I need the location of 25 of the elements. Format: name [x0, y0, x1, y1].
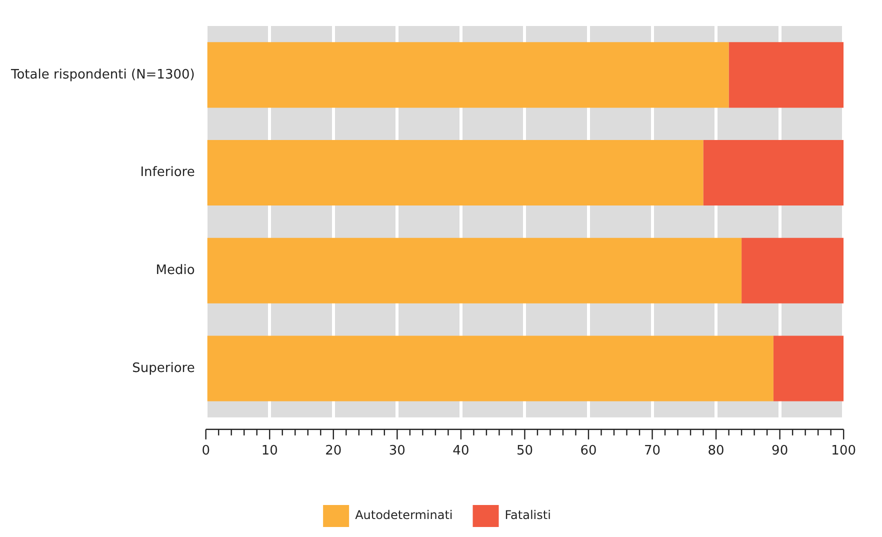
x-tick-label: 30: [388, 444, 406, 459]
x-tick-label: 20: [325, 444, 342, 459]
bar: [703, 140, 844, 206]
x-tick-label: 100: [831, 444, 856, 459]
bar: [742, 238, 844, 304]
bar: [773, 336, 844, 402]
x-tick-label: 70: [644, 444, 661, 459]
bar: [207, 42, 729, 108]
bar: [728, 42, 844, 108]
legend-label: Fatalisti: [504, 508, 551, 522]
x-tick-label: 90: [772, 444, 788, 459]
bar: [207, 238, 742, 304]
x-tick-label: 40: [452, 444, 470, 459]
y-tick-label: Inferiore: [140, 165, 195, 180]
y-tick-label: Totale rispondenti (N=1300): [10, 67, 195, 82]
x-tick-label: 10: [261, 444, 278, 459]
x-tick-label: 60: [580, 444, 597, 459]
x-tick-label: 50: [516, 444, 533, 459]
x-tick-label: 80: [708, 444, 724, 459]
bar: [207, 140, 704, 206]
y-tick-label: Medio: [156, 263, 195, 278]
legend-label: Autodeterminati: [355, 508, 453, 522]
y-tick-label: Superiore: [132, 360, 195, 376]
x-tick-label: 0: [202, 444, 210, 459]
bar: [207, 336, 774, 402]
